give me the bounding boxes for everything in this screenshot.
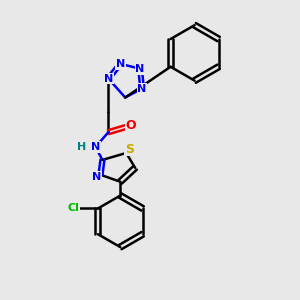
Text: N: N xyxy=(91,142,100,152)
Text: N: N xyxy=(92,172,101,182)
Text: O: O xyxy=(126,119,136,132)
Text: S: S xyxy=(125,142,134,155)
Text: Cl: Cl xyxy=(67,203,79,214)
Text: N: N xyxy=(136,64,145,74)
Text: N: N xyxy=(104,74,113,84)
Text: N: N xyxy=(137,84,147,94)
Text: N: N xyxy=(116,59,125,69)
Text: H: H xyxy=(77,142,86,152)
